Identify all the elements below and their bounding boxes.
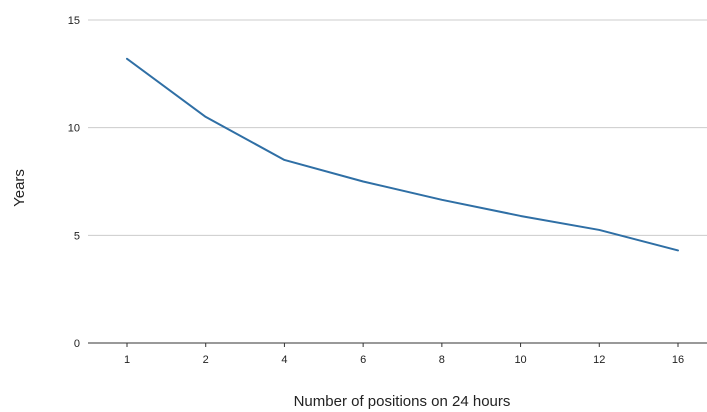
gridlines bbox=[88, 19, 707, 236]
series-line bbox=[126, 57, 679, 252]
data-point bbox=[283, 159, 285, 161]
x-tick-label: 1 bbox=[124, 354, 130, 366]
data-point bbox=[677, 249, 679, 251]
data-point bbox=[126, 58, 128, 60]
y-axis-title: Years bbox=[11, 169, 28, 207]
x-tick-label: 10 bbox=[514, 354, 526, 366]
series-layer bbox=[126, 57, 679, 252]
y-tick-label: 10 bbox=[68, 123, 80, 135]
x-tick-label: 4 bbox=[281, 354, 287, 366]
data-point bbox=[205, 116, 207, 118]
x-tick-label: 8 bbox=[439, 354, 445, 366]
y-tick-label: 5 bbox=[74, 230, 80, 242]
data-point bbox=[520, 215, 522, 217]
x-tick-label: 16 bbox=[672, 354, 684, 366]
y-tick-label: 15 bbox=[68, 15, 80, 27]
x-tick-label: 6 bbox=[360, 354, 366, 366]
data-point bbox=[362, 181, 364, 183]
data-point bbox=[598, 229, 600, 231]
y-tick-label: 0 bbox=[74, 338, 80, 350]
data-point bbox=[441, 199, 443, 201]
x-axis-title: Number of positions on 24 hours bbox=[294, 393, 511, 410]
x-tick-label: 12 bbox=[593, 354, 605, 366]
x-tick-label: 2 bbox=[203, 354, 209, 366]
